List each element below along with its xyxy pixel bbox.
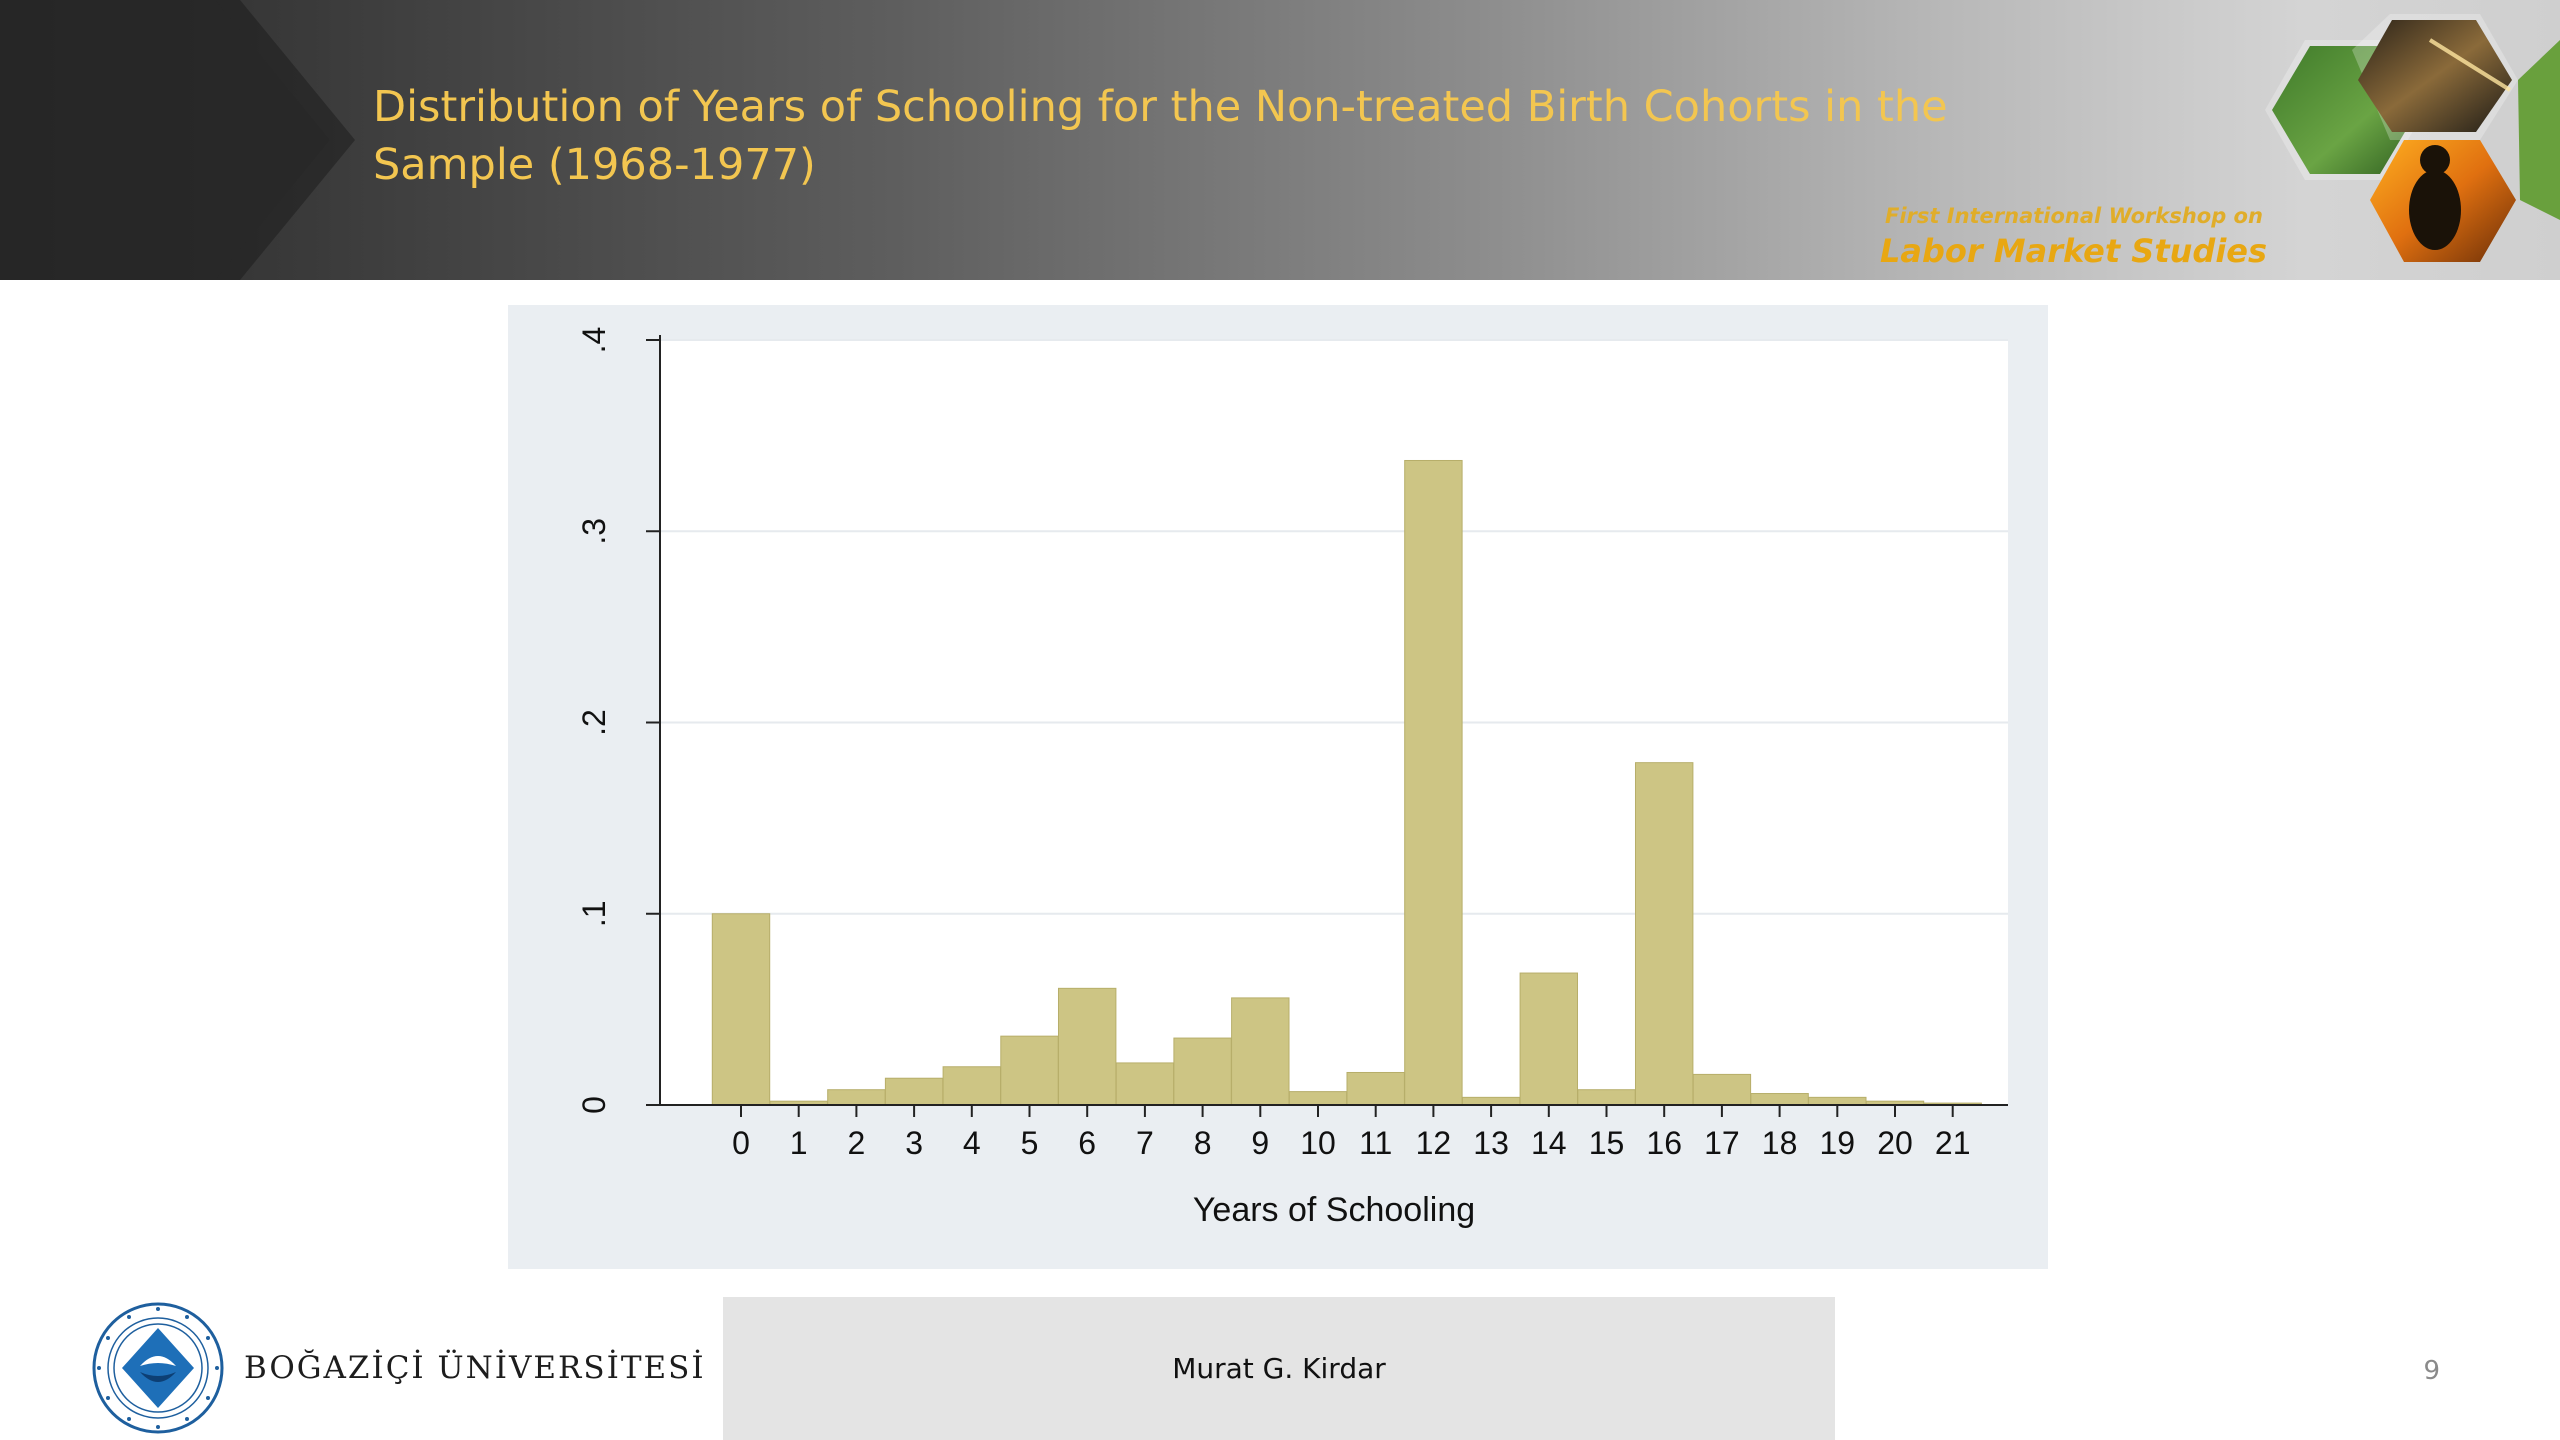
presenter-name: Murat G. Kirdar	[1172, 1352, 1386, 1385]
histogram-bar	[1231, 997, 1290, 1106]
x-tick-label: 18	[1762, 1125, 1798, 1161]
x-tick-label: 0	[732, 1125, 750, 1161]
schooling-histogram: 0.1.2.3.40 1 2 3 4 5 6 7 8 9 10 11 12 13 14 15 16 17 18 19 2…	[576, 327, 2008, 1229]
slide-header: Distribution of Years of Schooling for t…	[0, 0, 2560, 280]
histogram-bar	[942, 1066, 1002, 1106]
slide-number: 9	[2423, 1356, 2440, 1386]
x-tick-label: 4	[963, 1125, 981, 1161]
y-tick-label: .2	[576, 709, 612, 736]
x-tick-label: 20	[1877, 1125, 1913, 1161]
histogram-bar	[1808, 1096, 1867, 1106]
x-tick-label: 17	[1704, 1125, 1740, 1161]
y-tick-label: .4	[576, 327, 612, 354]
x-tick-label: 15	[1589, 1125, 1625, 1161]
x-tick-label: 5	[1021, 1125, 1039, 1161]
x-tick-label: 7	[1136, 1125, 1154, 1161]
slide-title: Distribution of Years of Schooling for t…	[373, 82, 1948, 190]
chart-panel: 0.1.2.3.4 0 1 2 3 4 5 6 7 8 9 10 11 12 13 14 15 16 17 18 19 2…	[508, 305, 2048, 1269]
histogram-bar	[1461, 1096, 1521, 1106]
histogram-bar	[1173, 1037, 1232, 1106]
x-tick-label: 9	[1251, 1125, 1269, 1161]
histogram-bar	[1692, 1073, 1752, 1106]
x-tick-label: 6	[1078, 1125, 1096, 1161]
workshop-name-line2: Labor Market Studies	[1880, 232, 2268, 270]
histogram-bar	[1115, 1062, 1175, 1106]
x-tick-label: 11	[1359, 1125, 1392, 1161]
histogram-bar	[1346, 1071, 1405, 1106]
x-tick-label: 3	[905, 1125, 923, 1161]
histogram-bar	[1750, 1093, 1809, 1106]
y-tick-label: 0	[576, 1096, 612, 1114]
histogram-bar	[827, 1089, 886, 1106]
university-name: BOĞAZİÇİ ÜNİVERSİTESİ	[244, 1350, 706, 1386]
histogram-bar	[1000, 1035, 1059, 1106]
banner-photos-image	[2265, 14, 2560, 262]
x-tick-label: 14	[1531, 1125, 1567, 1161]
x-tick-label: 16	[1646, 1125, 1682, 1161]
histogram-bar	[1288, 1091, 1348, 1106]
x-tick-label: 13	[1473, 1125, 1509, 1161]
workshop-name-line1: First International Workshop on	[1885, 204, 2263, 228]
x-tick-label: 19	[1820, 1125, 1856, 1161]
y-tick-label: .1	[576, 900, 612, 927]
y-tick-label: .3	[576, 518, 612, 545]
x-tick-label: 2	[848, 1125, 866, 1161]
footer-presenter-box: Murat G. Kirdar	[723, 1297, 1835, 1440]
histogram-bar	[1577, 1089, 1636, 1106]
x-tick-label: 8	[1194, 1125, 1212, 1161]
x-tick-label: 1	[790, 1125, 808, 1161]
histogram-bar	[1404, 459, 1463, 1106]
x-tick-label: 12	[1416, 1125, 1452, 1161]
x-axis-title: Years of Schooling	[1193, 1191, 1475, 1229]
histogram-bar	[1634, 762, 1694, 1106]
histogram-bar	[711, 913, 771, 1106]
histogram-bar	[1057, 987, 1117, 1106]
x-tick-label: 21	[1935, 1125, 1971, 1161]
x-tick-label: 10	[1300, 1125, 1336, 1161]
histogram-bar	[884, 1077, 944, 1106]
header-chevron-shape	[0, 0, 355, 280]
university-seal-logo	[92, 1302, 224, 1434]
histogram-bar	[1519, 972, 1579, 1106]
